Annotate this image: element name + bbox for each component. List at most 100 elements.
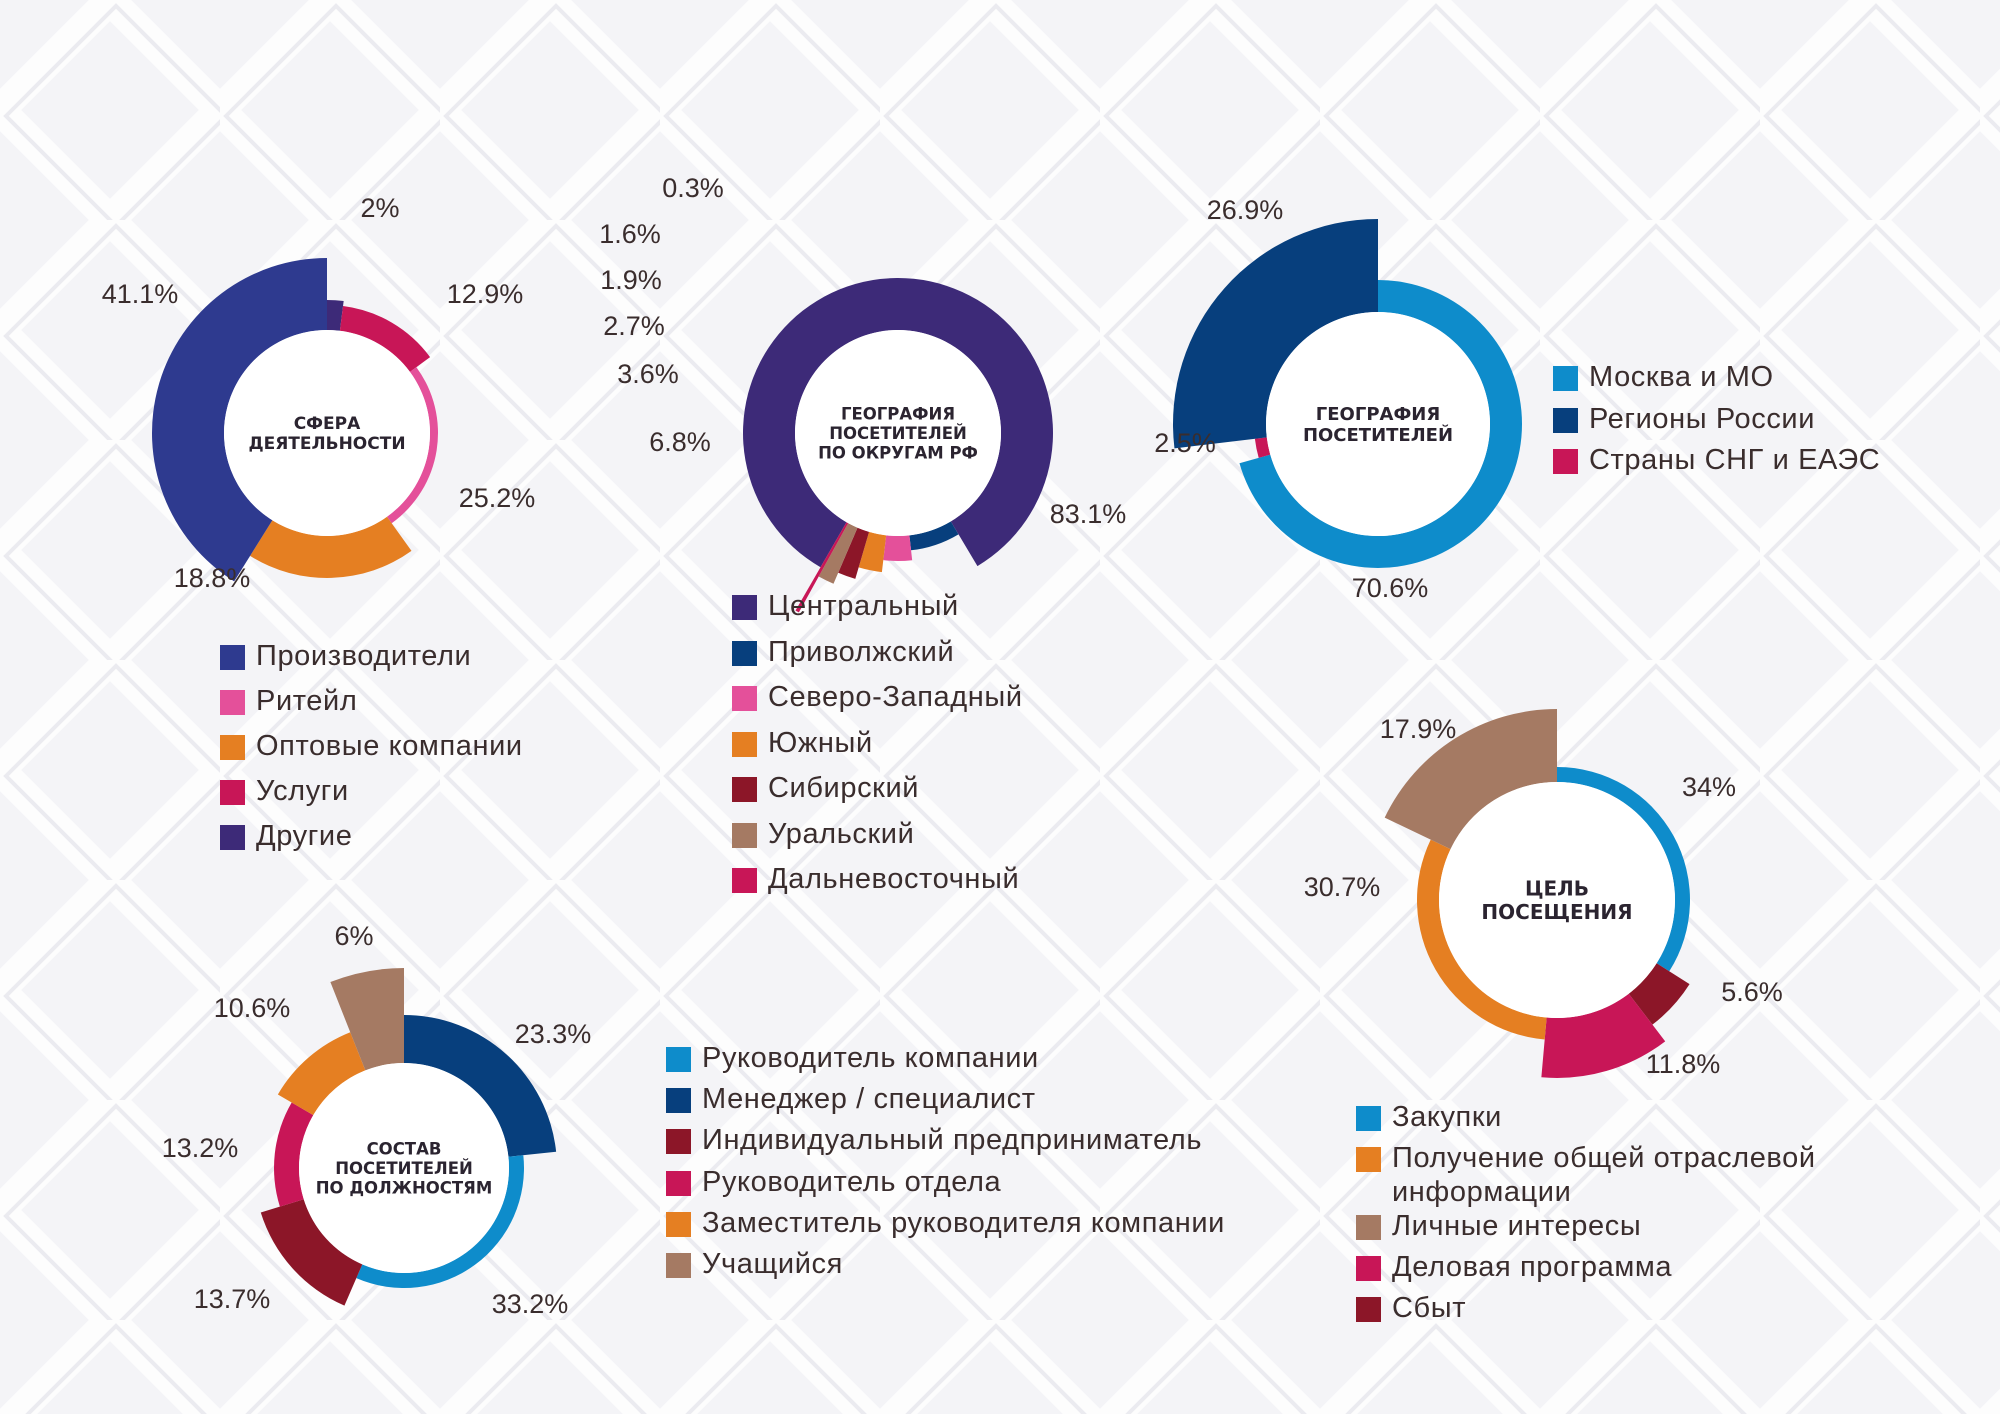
legend-sostav: Руководитель компании Менеджер / специали… bbox=[666, 1041, 1225, 1288]
center-label-line: СФЕРА bbox=[294, 414, 361, 434]
legend-swatch bbox=[666, 1252, 691, 1278]
slice-сибирский bbox=[838, 527, 870, 579]
data-label-менеджер-специалист: 23.3% bbox=[515, 1019, 592, 1049]
legend-item: Дальневосточный bbox=[732, 862, 1023, 908]
data-label-руководитель-компании: 33.2% bbox=[492, 1289, 569, 1319]
data-label-индивидуальный-предприниматель: 13.7% bbox=[194, 1284, 271, 1314]
center-label: ЦЕЛЬ ПОСЕЩЕНИЯ bbox=[1481, 876, 1632, 924]
legend-label: Получение общей отраслевой информации bbox=[1392, 1142, 1816, 1208]
data-label-сбыт: 5.6% bbox=[1721, 977, 1783, 1007]
legend-swatch bbox=[732, 731, 757, 757]
center-label-line: ЦЕЛЬ bbox=[1525, 876, 1589, 900]
slice-ритейл bbox=[387, 367, 438, 524]
center-label-line: ГЕОГРАФИЯ bbox=[841, 404, 955, 423]
center-label: СОСТАВ ПОСЕТИТЕЛЕЙ ПО ДОЛЖНОСТЯМ bbox=[316, 1139, 493, 1197]
slice-южный bbox=[858, 531, 887, 573]
center-label-line: ПОСЕТИТЕЛЕЙ bbox=[335, 1159, 473, 1178]
legend-swatch bbox=[732, 686, 757, 711]
data-label-деловая-программа: 11.8% bbox=[1646, 1049, 1721, 1079]
data-label-оптовые-компании: 18.8% bbox=[174, 563, 251, 593]
legend-item: Приволжский bbox=[732, 635, 1023, 681]
legend-item: Центральный bbox=[732, 589, 1023, 635]
center-disc bbox=[1266, 312, 1490, 536]
data-label-производители: 41.1% bbox=[102, 279, 179, 309]
center-label-line: ПОСЕТИТЕЛЕЙ bbox=[829, 424, 967, 443]
slice-регионы-россии bbox=[1173, 219, 1378, 449]
chart-geography-visitors: ГЕОГРАФИЯ ПОСЕТИТЕЛЕЙ 70.6% 2.5% 26.9% bbox=[1154, 195, 1522, 603]
legend-item: Руководитель отдела bbox=[666, 1165, 1225, 1206]
legend-swatch bbox=[1553, 449, 1578, 474]
slice-сбыт bbox=[1628, 963, 1690, 1025]
slice-получение-общей-отраслевой-информации bbox=[1417, 839, 1547, 1040]
legend-swatch bbox=[220, 780, 245, 805]
legend-item: Производители bbox=[220, 639, 523, 684]
legend-item: Страны СНГ и ЕАЭС bbox=[1553, 443, 1880, 485]
legend-item: Руководитель компании bbox=[666, 1041, 1225, 1082]
legend-label: Приволжский bbox=[768, 635, 955, 668]
slice-уральский bbox=[818, 523, 858, 584]
slice-производители bbox=[152, 258, 327, 582]
legend-item: Регионы России bbox=[1553, 402, 1880, 444]
slice-менеджер-специалист bbox=[404, 1015, 557, 1157]
data-label-страны-снг-и-еаэс: 2.5% bbox=[1154, 428, 1216, 458]
data-label-приволжский: 6.8% bbox=[649, 427, 711, 457]
legend-swatch bbox=[666, 1047, 691, 1072]
legend-item: Учащийся bbox=[666, 1247, 1225, 1288]
legend-item: Заместитель руководителя компании bbox=[666, 1206, 1225, 1247]
chart-visitors-by-position: СОСТАВ ПОСЕТИТЕЛЕЙ ПО ДОЛЖНОСТЯМ 23.3% 33.2%… bbox=[162, 921, 592, 1319]
data-label-получение-общей-отраслевой-информации: 30.7% bbox=[1304, 872, 1381, 902]
legend-label: Сибирский bbox=[768, 772, 920, 804]
legend-swatch bbox=[732, 868, 757, 893]
legend-label: Руководитель компании bbox=[702, 1042, 1039, 1074]
legend-cel: Закупки Получение общей отраслевой информ… bbox=[1356, 1100, 1916, 1332]
legend-label: Другие bbox=[256, 820, 353, 852]
legend-swatch bbox=[732, 777, 757, 802]
data-label-сибирский: 1.9% bbox=[600, 265, 662, 295]
legend-label: Менеджер / специалист bbox=[702, 1083, 1036, 1116]
slice-руководитель-отдела bbox=[274, 1102, 314, 1207]
legend-swatch bbox=[1356, 1106, 1381, 1131]
center-disc bbox=[299, 1063, 509, 1273]
legend-item: Индивидуальный предприниматель bbox=[666, 1123, 1225, 1164]
slice-дальневосточный bbox=[795, 522, 849, 613]
legend-item: Сибирский bbox=[732, 771, 1023, 817]
legend-item: Южный bbox=[732, 726, 1023, 772]
center-label: СФЕРА ДЕЯТЕЛЬНОСТИ bbox=[248, 414, 405, 454]
slice-северо-западный bbox=[883, 535, 913, 562]
slice-деловая-программа bbox=[1541, 993, 1666, 1078]
chart-sfera-deyatelnosti: СФЕРА ДЕЯТЕЛЬНОСТИ 2% 12.9% 25.2% 18.8% 41.1% bbox=[102, 193, 536, 593]
legend-label: Центральный bbox=[768, 590, 959, 622]
legend-label: Учащийся bbox=[702, 1247, 843, 1280]
legend-swatch bbox=[1553, 407, 1578, 433]
legend-item: Деловая программа bbox=[1356, 1250, 1916, 1291]
legend-item: Получение общей отраслевой информации bbox=[1356, 1141, 1916, 1209]
slice-закупки bbox=[1557, 767, 1690, 972]
legend-label: Страны СНГ и ЕАЭС bbox=[1589, 444, 1881, 476]
legend-swatch bbox=[1356, 1147, 1381, 1172]
legend-label: Руководитель отдела bbox=[702, 1165, 1002, 1198]
legend-label: Индивидуальный предприниматель bbox=[702, 1124, 1203, 1157]
data-label-учащийся: 6% bbox=[334, 921, 373, 951]
legend-item: Северо-Западный bbox=[732, 680, 1023, 726]
center-label-line: ПО ДОЛЖНОСТЯМ bbox=[316, 1178, 493, 1197]
legend-label: Услуги bbox=[256, 775, 349, 807]
legend-swatch bbox=[666, 1211, 691, 1237]
slice-индивидуальный-предприниматель bbox=[260, 1199, 363, 1306]
slice-оптовые-компании bbox=[250, 516, 412, 578]
slice-учащийся bbox=[330, 968, 404, 1071]
center-label: ГЕОГРАФИЯ ПОСЕТИТЕЛЕЙ bbox=[1303, 404, 1453, 446]
slice-страны-снг-и-еаэс bbox=[1254, 437, 1271, 458]
data-label-личные-интересы: 17.9% bbox=[1380, 714, 1457, 744]
legend-item: Другие bbox=[220, 819, 523, 864]
legend-swatch bbox=[666, 1170, 691, 1196]
data-label-регионы-россии: 26.9% bbox=[1207, 195, 1284, 225]
slice-заместитель-руководителя-компании bbox=[277, 1032, 366, 1116]
center-label-line: СОСТАВ bbox=[367, 1139, 442, 1158]
chart-visit-purpose: ЦЕЛЬ ПОСЕЩЕНИЯ 34% 5.6% 11.8% 30.7% 17.9% bbox=[1304, 709, 1783, 1079]
legend-label: Деловая программа bbox=[1392, 1251, 1673, 1283]
data-label-уральский: 1.6% bbox=[599, 219, 661, 249]
legend-label: Личные интересы bbox=[1392, 1210, 1642, 1242]
legend-swatch bbox=[220, 825, 245, 850]
legend-swatch bbox=[220, 735, 245, 760]
legend-label: Северо-Западный bbox=[768, 681, 1023, 713]
